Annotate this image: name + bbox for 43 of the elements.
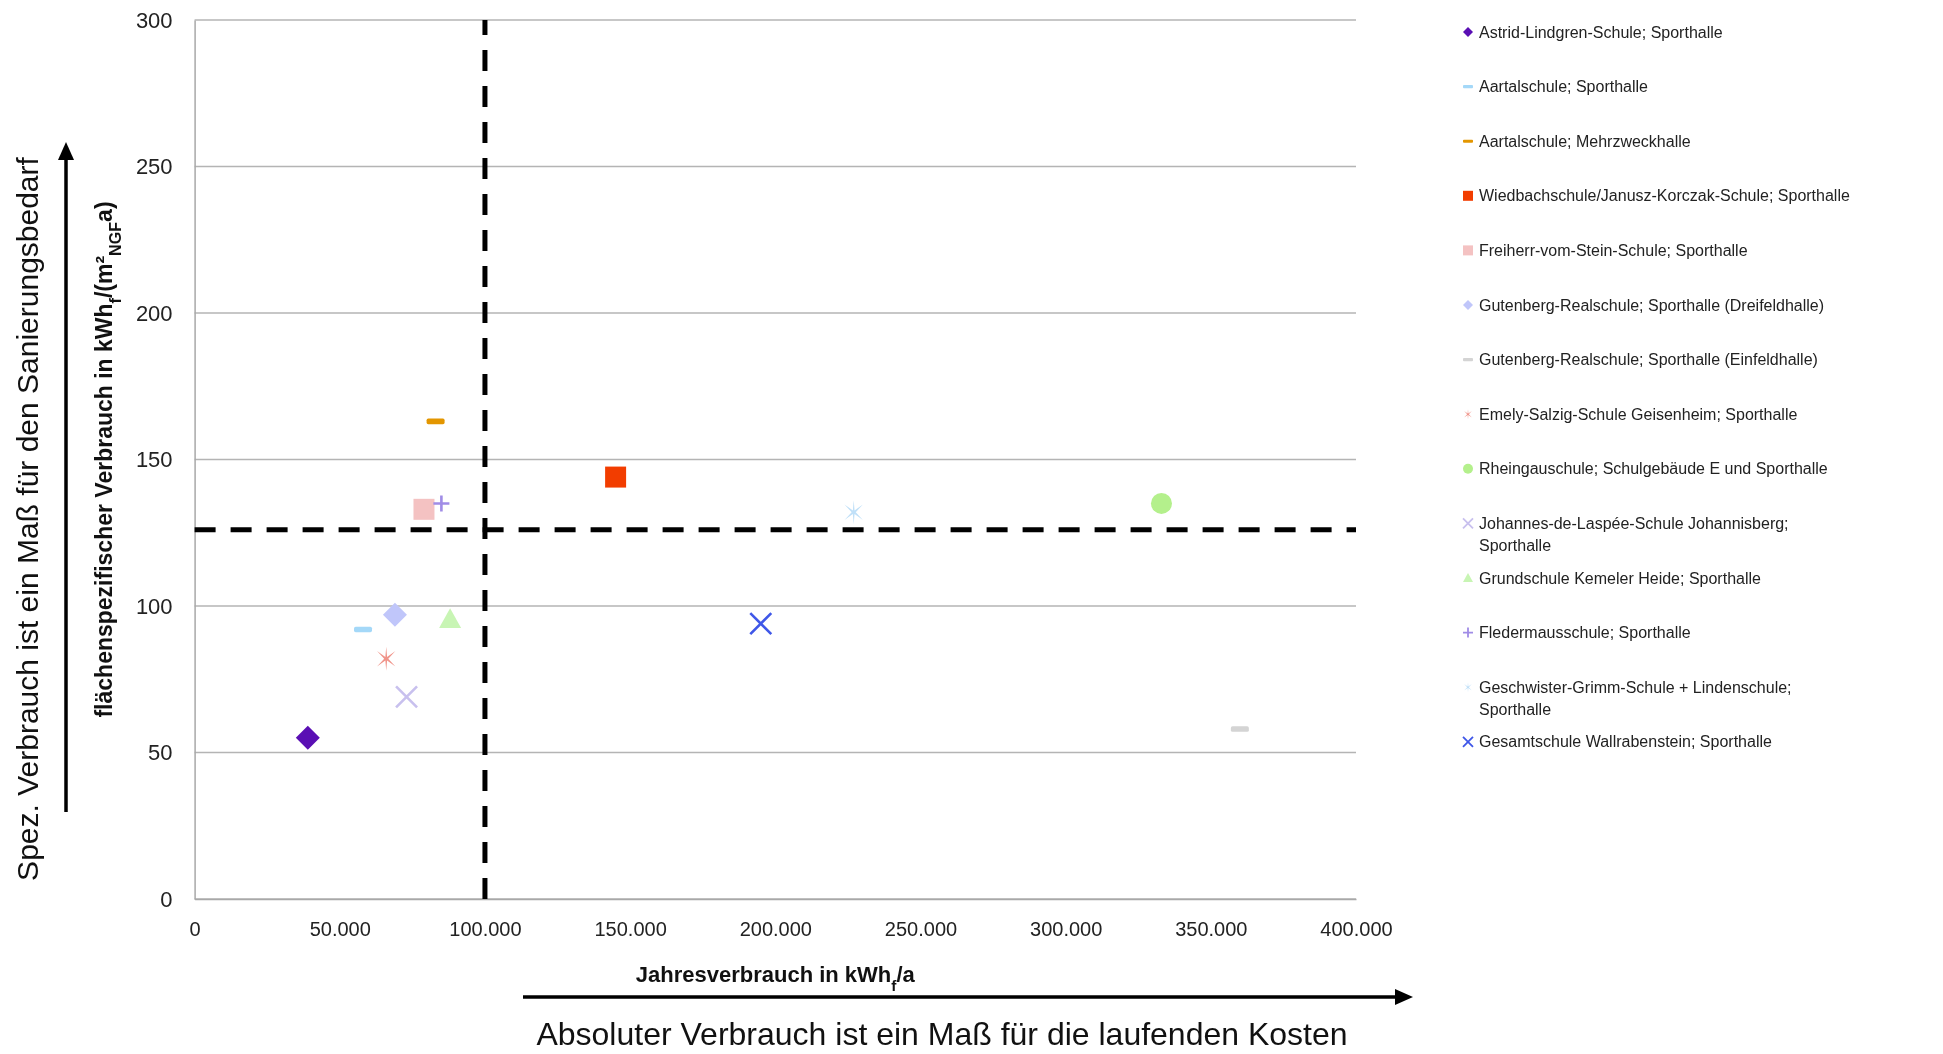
- point: [382, 602, 407, 627]
- legend-label: Gutenberg-Realschule; Sporthalle (Dreifeldhalle): [1479, 296, 1825, 314]
- point: [605, 466, 627, 488]
- text: Absoluter Verbrauch ist ein Maß für die laufenden Kosten: [536, 1016, 1348, 1052]
- point: [394, 685, 419, 709]
- point: [295, 725, 320, 750]
- x-tick-label: 250.000: [884, 918, 958, 941]
- point: [432, 494, 451, 513]
- legend-label: Wiedbachschule/Janusz-Korczak-Schule; Sporthalle: [1479, 187, 1850, 205]
- legend-label: Aartalschule; Sporthalle: [1479, 78, 1649, 96]
- x-tick-label: 400.000: [1320, 918, 1393, 941]
- y-tick-label: 100: [135, 593, 173, 619]
- x-tick-label: 150.000: [594, 918, 667, 941]
- legend-label: Freiherr-vom-Stein-Schule; Sporthalle: [1479, 242, 1748, 259]
- legend-label: Johannes-de-Laspée-Schule Johannisberg; Sporthalle: [1479, 515, 1789, 555]
- legend-label: Aartalschule; Mehrzweckhalle: [1479, 132, 1691, 150]
- y-tick-label: 150: [135, 447, 173, 473]
- point: [844, 500, 863, 525]
- y-tick-label: 50: [148, 740, 173, 766]
- x-tick-label: 100.000: [449, 918, 522, 941]
- x-tick-label: 50.000: [309, 918, 371, 941]
- text: Spez. Verbrauch ist ein Maß für den Sanierungsbedarf: [11, 156, 44, 881]
- y-tick-label: 250: [135, 154, 173, 180]
- x-tick-label: 200.000: [739, 918, 812, 941]
- point: [413, 498, 435, 520]
- legend-label: Fledermausschule; Sporthalle: [1479, 624, 1691, 642]
- legend-label: Geschwister-Grimm-Schule + Lindenschule; Sporthalle: [1479, 678, 1792, 719]
- legend-label: Astrid-Lindgren-Schule; Sporthalle: [1479, 23, 1723, 41]
- x-tick-label: 300.000: [1030, 918, 1103, 941]
- point: [1150, 492, 1172, 514]
- x-axis-title: Jahresverbrauch in kWh$_{f}$/a: [635, 962, 916, 994]
- y-tick-label: 300: [135, 7, 173, 33]
- legend-label: Rheingauschule; Schulgebäude E und Sporthalle: [1479, 460, 1828, 478]
- point: [748, 611, 773, 636]
- legend-label: Emely-Salzig-Schule Geisenheim; Sporthalle: [1479, 405, 1798, 423]
- y-tick-label: 0: [160, 886, 173, 912]
- legend-label: Gutenberg-Realschule; Sporthalle (Einfeldhalle): [1479, 351, 1818, 369]
- point: [439, 608, 462, 628]
- legend-label: Gesamtschule Wallrabenstein; Sporthalle: [1479, 733, 1772, 751]
- x-tick-label: 350.000: [1175, 918, 1248, 941]
- x-tick-label: 0: [189, 918, 201, 941]
- legend-label: Grundschule Kemeler Heide; Sporthalle: [1479, 569, 1762, 587]
- y-tick-label: 200: [135, 300, 173, 326]
